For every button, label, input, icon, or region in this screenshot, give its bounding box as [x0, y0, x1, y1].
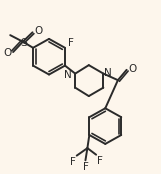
Text: N: N [104, 68, 112, 78]
Text: O: O [34, 26, 43, 36]
Text: F: F [70, 157, 76, 167]
Text: F: F [82, 162, 88, 172]
Text: F: F [97, 156, 103, 166]
Text: O: O [129, 64, 137, 74]
Text: F: F [68, 38, 74, 48]
Text: N: N [64, 70, 71, 80]
Text: O: O [3, 48, 11, 58]
Text: S: S [20, 38, 27, 48]
